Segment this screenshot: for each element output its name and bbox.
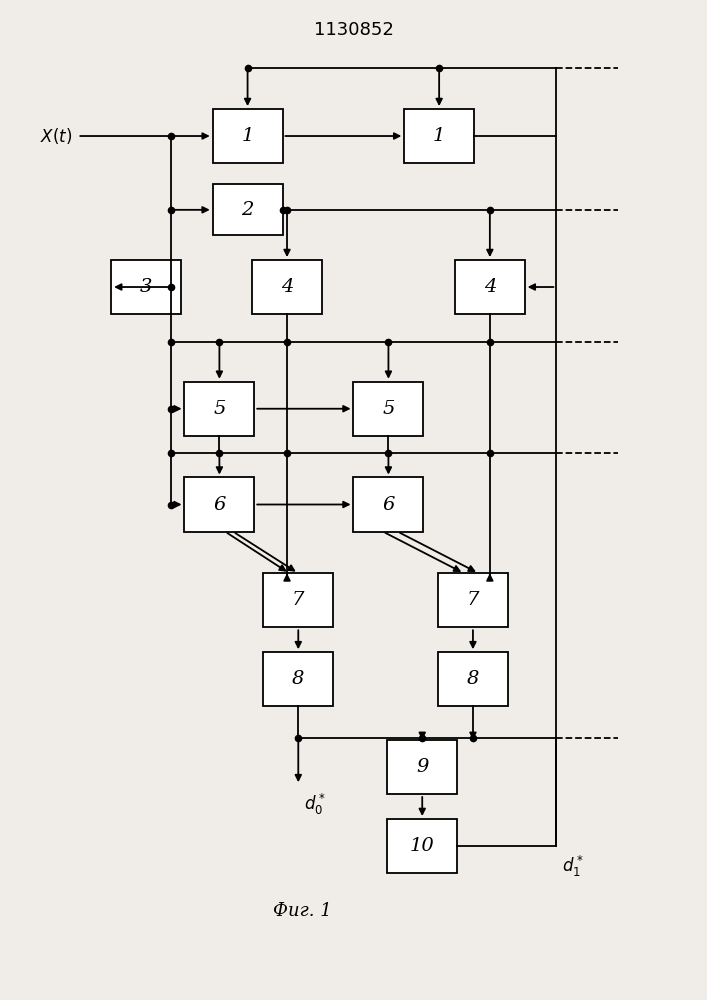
Text: 6: 6 <box>382 496 395 514</box>
Text: 4: 4 <box>484 278 496 296</box>
Text: 2: 2 <box>241 201 254 219</box>
Text: 7: 7 <box>292 591 305 609</box>
Bar <box>455 260 525 314</box>
Bar <box>438 652 508 706</box>
Text: 1130852: 1130852 <box>314 21 393 39</box>
Bar <box>252 260 322 314</box>
Text: Фиг. 1: Фиг. 1 <box>274 902 332 920</box>
Bar <box>185 477 255 532</box>
Text: $d_1^*$: $d_1^*$ <box>562 854 584 879</box>
Text: 1: 1 <box>433 127 445 145</box>
Text: 4: 4 <box>281 278 293 296</box>
Text: 8: 8 <box>292 670 305 688</box>
Bar <box>438 573 508 627</box>
Bar <box>213 184 283 235</box>
Text: 10: 10 <box>410 837 435 855</box>
Text: 9: 9 <box>416 758 428 776</box>
Bar <box>404 109 474 163</box>
Bar <box>263 652 333 706</box>
Text: $d_0^*$: $d_0^*$ <box>304 792 326 817</box>
Text: 3: 3 <box>140 278 152 296</box>
Text: 7: 7 <box>467 591 479 609</box>
Text: 5: 5 <box>214 400 226 418</box>
Text: 1: 1 <box>241 127 254 145</box>
Text: 5: 5 <box>382 400 395 418</box>
Text: 6: 6 <box>214 496 226 514</box>
Bar <box>263 573 333 627</box>
Text: 8: 8 <box>467 670 479 688</box>
Bar <box>354 477 423 532</box>
Bar <box>354 382 423 436</box>
Bar <box>387 740 457 794</box>
Bar <box>387 819 457 873</box>
Text: $X(t)$: $X(t)$ <box>40 126 72 146</box>
Bar <box>185 382 255 436</box>
Bar <box>111 260 181 314</box>
Bar <box>213 109 283 163</box>
